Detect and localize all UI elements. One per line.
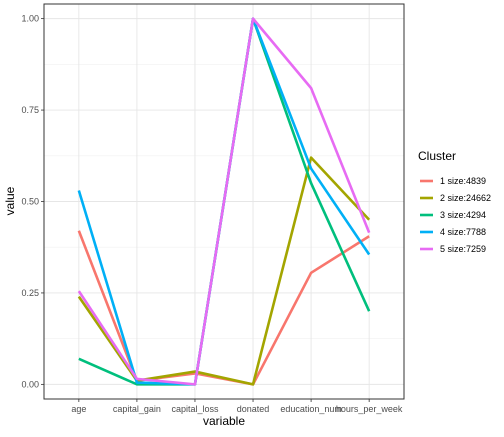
y-axis: 0.00 0.25 0.50 0.75 1.00	[21, 14, 44, 390]
y-axis-title: value	[3, 186, 17, 215]
x-tick-label: education_num	[280, 404, 342, 414]
legend-title: Cluster	[418, 149, 456, 163]
legend-label: 4 size:7788	[440, 227, 486, 237]
x-tick-label: age	[71, 404, 86, 414]
y-tick-label: 0.25	[21, 288, 39, 298]
x-axis-title: variable	[203, 414, 245, 428]
y-tick-label: 0.00	[21, 379, 39, 389]
legend: Cluster 1 size:4839 2 size:24662 3 size:42…	[418, 149, 491, 258]
x-axis: age capital_gain capital_loss donated educat…	[71, 399, 403, 414]
y-tick-label: 0.75	[21, 105, 39, 115]
x-tick-label: donated	[237, 404, 270, 414]
y-tick-label: 0.50	[21, 197, 39, 207]
y-tick-label: 1.00	[21, 14, 39, 24]
legend-label: 1 size:4839	[440, 176, 486, 186]
legend-label: 3 size:4294	[440, 210, 486, 220]
legend-label: 5 size:7259	[440, 244, 486, 254]
x-tick-label: capital_loss	[171, 404, 219, 414]
x-tick-label: capital_gain	[113, 404, 161, 414]
legend-label: 2 size:24662	[440, 193, 491, 203]
x-tick-label: hours_per_week	[336, 404, 403, 414]
